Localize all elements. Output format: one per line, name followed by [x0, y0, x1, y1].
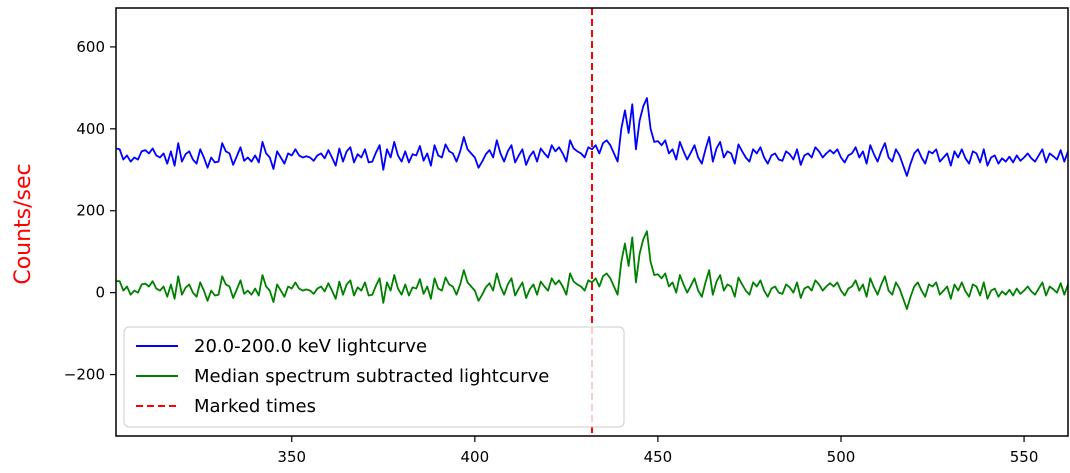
plot-area: [115, 7, 1069, 437]
y-tick-label: −200: [64, 366, 105, 384]
y-tick-label: 0: [95, 284, 105, 302]
x-tick-label: 500: [827, 448, 856, 466]
series-line-0: [116, 97, 1068, 177]
y-tick-label: 600: [76, 38, 105, 56]
y-tick-label: 200: [76, 202, 105, 220]
series-line-1: [116, 230, 1068, 310]
x-tick-label: 550: [1010, 448, 1039, 466]
legend-label-1: Median spectrum subtracted lightcurve: [194, 366, 549, 387]
x-tick-label: 350: [277, 448, 306, 466]
legend-label-2: Marked times: [194, 396, 316, 417]
y-tick-label: 400: [76, 120, 105, 138]
y-axis-label: Counts/sec: [11, 163, 36, 284]
x-tick-label: 450: [644, 448, 673, 466]
x-tick-label: 400: [461, 448, 490, 466]
legend: 20.0-200.0 keV lightcurve Median spectrum…: [123, 326, 625, 428]
legend-label-0: 20.0-200.0 keV lightcurve: [194, 336, 427, 357]
legend-box: [123, 326, 625, 428]
